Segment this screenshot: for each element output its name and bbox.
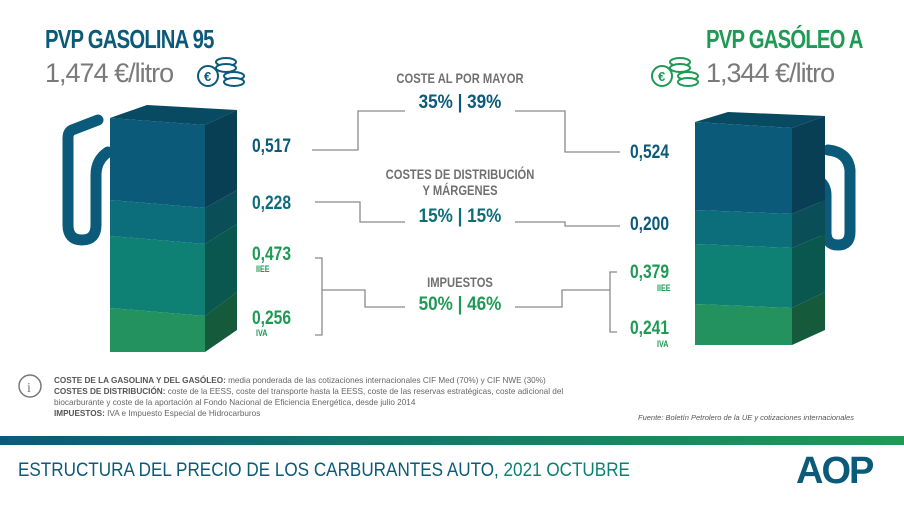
notes: COSTE DE LA GASOLINA Y DEL GASÓLEO: medi… — [54, 375, 614, 419]
iva-label: IVA — [657, 339, 669, 349]
gasolina-iva: 0,256 — [252, 308, 291, 329]
category-label: COSTES DE DISTRIBUCIÓN — [385, 166, 535, 182]
iiee-label: IIEE — [657, 283, 671, 293]
note-text: media ponderada de las cotizaciones inte… — [225, 376, 546, 385]
gasolina-iiee: 0,473 — [252, 244, 291, 265]
euro-coins-icon — [651, 57, 699, 87]
footer-title: ESTRUCTURA DEL PRECIO DE LOS CARBURANTES… — [18, 460, 630, 481]
svg-text:€: € — [204, 69, 211, 84]
category-pct: 50% | 46% — [418, 294, 502, 315]
gasoleo-iiee: 0,379 — [630, 262, 669, 283]
svg-text:€: € — [658, 69, 665, 84]
fuel-pump-icon — [62, 105, 237, 352]
fuel-pump-icon — [695, 112, 856, 345]
info-icon: i — [18, 374, 42, 398]
note-term: IMPUESTOS: — [54, 409, 105, 418]
note-term: COSTE DE LA GASOLINA Y DEL GASÓLEO: — [54, 376, 226, 385]
category-label: COSTE AL POR MAYOR — [396, 70, 524, 86]
note-term: COSTES DE DISTRIBUCIÓN: — [54, 387, 166, 396]
gasoleo-price: 1,344 €/litro — [706, 58, 835, 88]
divider-bar — [0, 436, 904, 445]
iva-label: IVA — [256, 328, 268, 338]
note-text: coste de la EESS, coste del transporte h… — [54, 387, 564, 407]
svg-text:i: i — [27, 381, 31, 396]
gasolina-title: PVP GASOLINA 95 — [45, 24, 214, 54]
gasoleo-title: PVP GASÓLEO A — [706, 24, 863, 54]
source: Fuente: Boletín Petrolero de la UE y cot… — [638, 413, 854, 422]
gasolina-distribution: 0,228 — [252, 193, 291, 214]
aop-logo: AOP — [796, 450, 874, 492]
gasoleo-iva: 0,241 — [630, 318, 669, 339]
gasolina-price: 1,474 €/litro — [45, 58, 174, 88]
gasoleo-wholesale: 0,524 — [630, 142, 669, 163]
connector-lines — [312, 110, 620, 336]
category-label-2: Y MÁRGENES — [422, 182, 498, 198]
category-pct: 35% | 39% — [418, 92, 502, 113]
gasolina-wholesale: 0,517 — [252, 136, 291, 157]
category-label: IMPUESTOS — [427, 274, 493, 290]
category-pct: 15% | 15% — [418, 206, 502, 227]
iiee-label: IIEE — [256, 264, 270, 274]
euro-coins-icon — [197, 57, 245, 87]
note-text: IVA e Impuesto Especial de Hidrocarburos — [104, 409, 261, 418]
gasoleo-distribution: 0,200 — [630, 214, 669, 235]
